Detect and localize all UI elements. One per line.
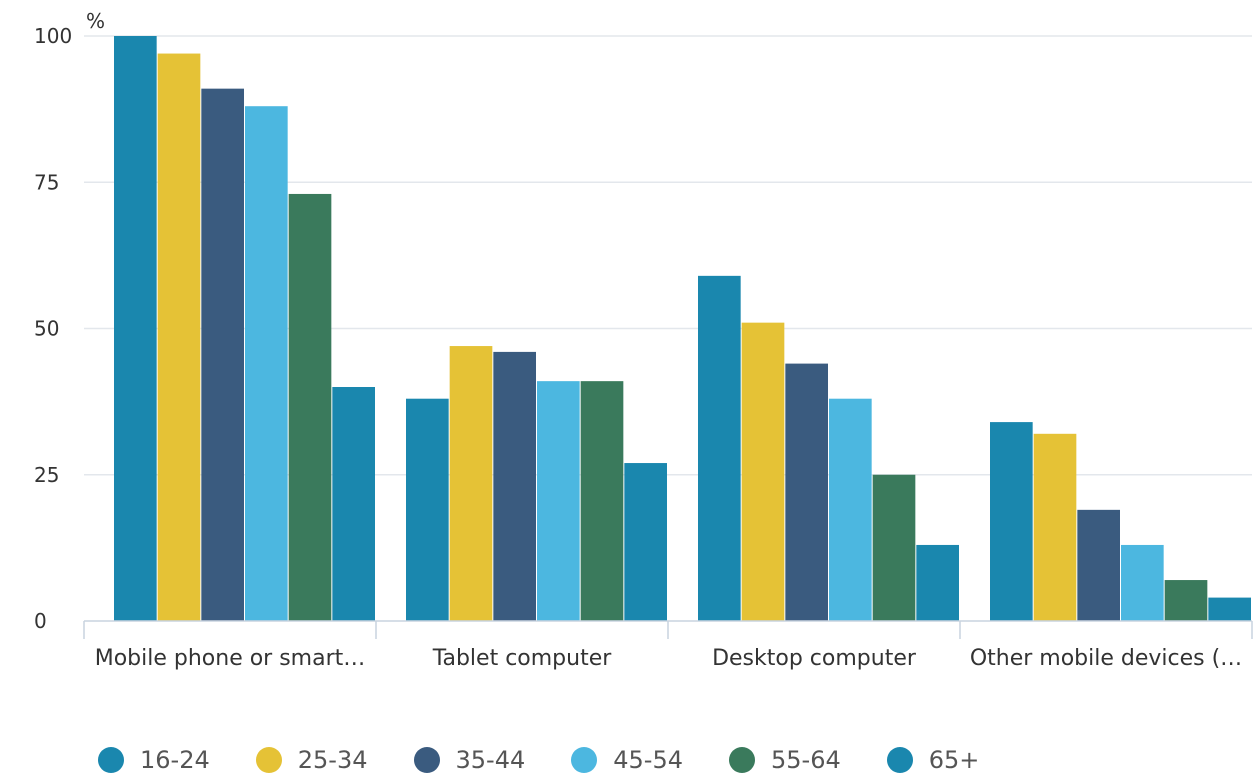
bar-35-44[interactable] [785, 363, 828, 621]
bar-16-24[interactable] [406, 398, 449, 621]
bar-65+[interactable] [624, 463, 667, 621]
legend-item[interactable]: 25-34 [255, 746, 368, 774]
legend-dot-icon [255, 747, 282, 773]
bar-55-64[interactable] [1164, 580, 1208, 621]
bar-16-24[interactable] [114, 36, 157, 621]
bar-16-24[interactable] [698, 275, 741, 621]
bar-25-34[interactable] [157, 53, 201, 622]
legend-item[interactable]: 45-54 [571, 746, 683, 774]
bar-16-24[interactable] [990, 422, 1033, 621]
legend-label: 16-24 [140, 746, 210, 774]
legend-label: 65+ [928, 746, 980, 774]
bar-65+[interactable] [916, 544, 959, 621]
legend-item[interactable]: 55-64 [729, 746, 841, 774]
bar-chart: % 0 25 50 75 100 Mobile phone or smart… Table… [34, 9, 1253, 671]
bar-35-44[interactable] [493, 351, 536, 621]
y-tick-label: 50 [34, 317, 59, 341]
legend-label: 25-34 [297, 746, 368, 774]
bar-25-34[interactable] [449, 346, 493, 621]
legend: 16-24 25-34 35-44 45-54 55-64 65+ [98, 746, 1025, 774]
legend-label: 55-64 [771, 746, 841, 774]
bars [114, 36, 1251, 622]
y-tick-label: 0 [34, 609, 47, 633]
bar-55-64[interactable] [288, 193, 332, 621]
bar-25-34[interactable] [741, 322, 785, 621]
legend-dot-icon [98, 747, 124, 773]
legend-dot-icon [413, 747, 440, 773]
bar-65+[interactable] [1208, 597, 1251, 621]
y-axis-unit-label: % [86, 9, 105, 33]
axes: Mobile phone or smart… Tablet computer Des… [83, 620, 1253, 671]
bar-35-44[interactable] [1077, 509, 1120, 621]
x-category-label: Tablet computer [432, 646, 613, 671]
bar-45-54[interactable] [829, 398, 872, 621]
legend-dot-icon [571, 747, 598, 773]
y-tick-label: 100 [34, 24, 72, 48]
x-category-label: Desktop computer [712, 646, 917, 671]
legend-item[interactable]: 35-44 [413, 746, 526, 774]
legend-dot-icon [886, 747, 913, 773]
bar-25-34[interactable] [1033, 433, 1077, 621]
bar-45-54[interactable] [1121, 544, 1164, 621]
legend-label: 45-54 [613, 746, 683, 774]
x-category-label: Mobile phone or smart… [95, 646, 366, 671]
legend-item[interactable]: 16-24 [98, 746, 210, 774]
legend-dot-icon [729, 747, 755, 773]
bar-55-64[interactable] [872, 474, 916, 621]
y-tick-label: 25 [34, 463, 59, 487]
legend-item[interactable]: 65+ [886, 746, 980, 774]
bar-65+[interactable] [332, 387, 375, 621]
x-category-label: Other mobile devices (… [970, 646, 1242, 671]
y-tick-label: 75 [34, 170, 59, 194]
bar-55-64[interactable] [580, 381, 624, 621]
bar-35-44[interactable] [201, 88, 244, 621]
legend-label: 35-44 [455, 746, 526, 774]
bar-45-54[interactable] [537, 381, 580, 621]
bar-45-54[interactable] [245, 106, 288, 621]
